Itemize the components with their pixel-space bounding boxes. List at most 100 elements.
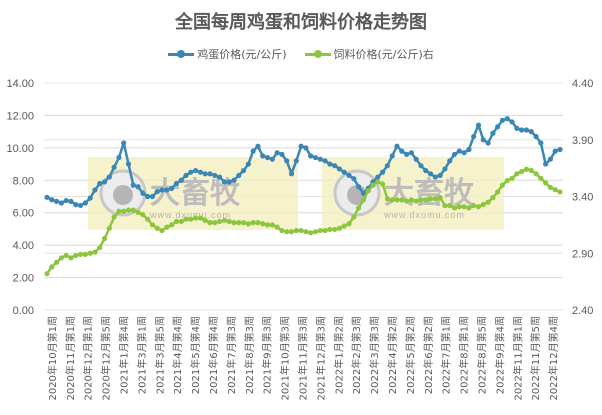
data-point[interactable]	[193, 215, 199, 221]
data-point[interactable]	[514, 171, 520, 177]
data-point[interactable]	[427, 171, 434, 177]
data-point[interactable]	[312, 229, 319, 235]
data-point[interactable]	[260, 221, 266, 227]
data-point[interactable]	[360, 190, 367, 196]
data-point[interactable]	[504, 178, 510, 184]
data-point[interactable]	[106, 174, 112, 180]
data-point[interactable]	[135, 209, 141, 215]
data-point[interactable]	[298, 143, 304, 149]
data-point[interactable]	[207, 220, 213, 226]
data-point[interactable]	[442, 202, 448, 209]
data-point[interactable]	[380, 181, 386, 187]
data-point[interactable]	[528, 129, 534, 135]
data-point[interactable]	[207, 171, 213, 177]
data-point[interactable]	[490, 130, 496, 136]
data-point[interactable]	[145, 216, 151, 222]
data-point[interactable]	[284, 229, 290, 235]
data-point[interactable]	[399, 197, 405, 203]
data-point[interactable]	[423, 197, 429, 203]
data-point[interactable]	[236, 172, 242, 179]
data-point[interactable]	[317, 227, 323, 234]
data-point[interactable]	[499, 182, 506, 188]
data-point[interactable]	[173, 180, 180, 187]
data-point[interactable]	[58, 200, 64, 206]
data-point[interactable]	[303, 229, 309, 235]
data-point[interactable]	[216, 174, 223, 180]
data-point[interactable]	[528, 167, 534, 173]
data-point[interactable]	[226, 179, 232, 185]
data-point[interactable]	[389, 197, 395, 203]
data-point[interactable]	[547, 156, 554, 162]
data-point[interactable]	[121, 208, 127, 214]
data-point[interactable]	[394, 143, 400, 149]
data-point[interactable]	[240, 220, 247, 226]
data-point[interactable]	[447, 158, 453, 164]
data-point[interactable]	[149, 193, 156, 200]
data-point[interactable]	[212, 220, 218, 226]
data-point[interactable]	[552, 187, 558, 193]
data-point[interactable]	[312, 154, 319, 161]
data-point[interactable]	[365, 188, 371, 194]
data-point[interactable]	[87, 250, 93, 256]
data-point[interactable]	[351, 214, 357, 220]
data-point[interactable]	[125, 207, 132, 213]
data-point[interactable]	[240, 167, 247, 174]
data-point[interactable]	[92, 249, 98, 255]
data-point[interactable]	[140, 190, 146, 196]
data-point[interactable]	[293, 158, 299, 164]
data-point[interactable]	[495, 124, 501, 130]
data-point[interactable]	[279, 227, 285, 234]
data-point[interactable]	[212, 172, 218, 179]
data-point[interactable]	[293, 227, 299, 234]
data-point[interactable]	[427, 196, 434, 202]
data-point[interactable]	[298, 227, 304, 234]
data-point[interactable]	[552, 148, 558, 154]
data-point[interactable]	[77, 202, 84, 209]
data-point[interactable]	[87, 195, 93, 201]
data-point[interactable]	[202, 217, 208, 223]
data-point[interactable]	[264, 222, 271, 228]
data-point[interactable]	[408, 197, 414, 203]
data-point[interactable]	[274, 224, 280, 230]
data-point[interactable]	[164, 224, 170, 230]
data-point[interactable]	[523, 166, 530, 172]
data-point[interactable]	[255, 220, 261, 226]
data-point[interactable]	[221, 217, 227, 223]
data-point[interactable]	[250, 148, 256, 154]
data-point[interactable]	[173, 218, 180, 225]
data-point[interactable]	[231, 220, 237, 226]
data-point[interactable]	[255, 143, 261, 149]
data-point[interactable]	[164, 187, 170, 193]
data-point[interactable]	[159, 187, 165, 193]
data-point[interactable]	[97, 244, 103, 251]
data-point[interactable]	[380, 169, 386, 175]
data-point[interactable]	[250, 220, 256, 226]
data-point[interactable]	[269, 222, 275, 228]
data-point[interactable]	[159, 227, 165, 234]
data-point[interactable]	[125, 161, 132, 167]
data-point[interactable]	[77, 251, 84, 257]
data-point[interactable]	[389, 153, 395, 159]
data-point[interactable]	[82, 251, 88, 257]
data-point[interactable]	[231, 177, 237, 183]
data-point[interactable]	[519, 127, 525, 133]
data-point[interactable]	[543, 161, 549, 167]
data-point[interactable]	[106, 225, 112, 231]
legend-item-feed[interactable]: 饲料价格(元/公斤)右	[304, 46, 434, 62]
data-point[interactable]	[447, 202, 453, 209]
data-point[interactable]	[197, 169, 204, 175]
data-point[interactable]	[303, 145, 309, 151]
data-point[interactable]	[557, 189, 563, 195]
data-point[interactable]	[58, 255, 64, 261]
data-point[interactable]	[82, 200, 88, 206]
data-point[interactable]	[451, 205, 458, 211]
data-point[interactable]	[466, 146, 472, 153]
data-point[interactable]	[68, 198, 74, 204]
data-point[interactable]	[245, 221, 251, 227]
data-point[interactable]	[461, 150, 467, 156]
data-point[interactable]	[327, 161, 333, 167]
data-point[interactable]	[264, 154, 271, 161]
data-point[interactable]	[274, 150, 280, 156]
data-point[interactable]	[49, 197, 55, 203]
data-point[interactable]	[442, 166, 448, 172]
